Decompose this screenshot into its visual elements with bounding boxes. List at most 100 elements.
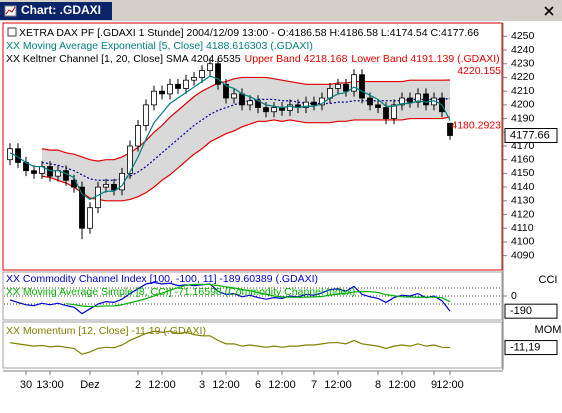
candle-body	[167, 83, 173, 95]
indicator-line	[41, 97, 451, 181]
indicator-line	[41, 76, 451, 162]
y-tick-label: 4160	[511, 153, 535, 165]
candle-body	[215, 63, 221, 85]
x-tick-label: 8	[375, 379, 381, 391]
annotation-label: 4220.155	[457, 65, 501, 77]
x-tick-label: 13:00	[36, 379, 64, 391]
legend-entry: Upper Band 4218.168	[245, 53, 348, 65]
candle-body	[223, 83, 229, 99]
x-tick-label: 12:00	[388, 379, 416, 391]
candle-body	[399, 97, 405, 106]
legend-entry: Lower Band 4191.139 (.GDAXI)	[351, 53, 499, 65]
x-tick-label: 12:00	[268, 379, 296, 391]
candle-body	[415, 93, 421, 103]
candle-body	[351, 74, 357, 92]
x-tick-label: 12:00	[148, 379, 176, 391]
y-tick-label: 4140	[511, 181, 535, 193]
legend-entry: XX Moving Average Simple [8, CCI] -71.16…	[6, 286, 355, 298]
candle-body	[159, 90, 165, 95]
candle-body	[383, 107, 389, 119]
y-tick-label: 4120	[511, 208, 535, 220]
last-value-label: -190	[510, 305, 532, 317]
candle-body	[391, 104, 397, 119]
y-tick-label: 4150	[511, 167, 535, 179]
candle-body	[359, 74, 365, 99]
candle-body	[31, 170, 37, 174]
indicator-line	[9, 281, 451, 315]
candle-body	[247, 100, 253, 106]
axis-label: MOM	[535, 324, 562, 336]
candle-body	[287, 104, 293, 111]
y-tick-label: 4220	[511, 71, 535, 83]
candle-body	[111, 183, 117, 191]
x-tick-label: 3	[199, 379, 205, 391]
candle-body	[183, 79, 189, 89]
candle-body	[335, 83, 341, 89]
y-tick-label: 4190	[511, 112, 535, 124]
indicator-line	[41, 116, 451, 202]
y-tick-label: 0	[511, 290, 517, 302]
window-title: Chart: .GDAXI	[21, 3, 101, 17]
candle-body	[87, 207, 93, 229]
candle-body	[47, 166, 53, 177]
y-tick-label: 4210	[511, 85, 535, 97]
x-tick-label: 7	[311, 379, 317, 391]
window-tab[interactable]	[0, 2, 112, 20]
candle-body	[423, 93, 429, 106]
x-tick-label: Dez	[80, 379, 100, 391]
candle-body	[191, 77, 197, 81]
y-tick-label: 4090	[511, 249, 535, 261]
candle-body	[151, 90, 157, 106]
y-tick-label: 4130	[511, 195, 535, 207]
indicator-line	[9, 330, 451, 355]
candle-body	[239, 93, 245, 106]
legend-entry: XX Commodity Channel Index [100, -100, 1…	[6, 273, 318, 285]
x-tick-label: 30	[20, 379, 32, 391]
candle-body	[271, 107, 277, 113]
legend-icon	[7, 27, 17, 37]
last-value-label: 4177.66	[510, 129, 550, 141]
axis-label: CCI	[539, 274, 558, 286]
candle-body	[311, 101, 317, 106]
band-fill	[42, 77, 450, 201]
annotation-label: 4180.2923	[451, 120, 501, 132]
candle-body	[63, 170, 69, 181]
candle-body	[135, 125, 141, 147]
y-tick-label: 4110	[511, 222, 534, 234]
candle-body	[207, 63, 213, 72]
last-value-box	[504, 340, 558, 356]
candle-body	[367, 97, 373, 106]
candle-body	[199, 70, 205, 78]
legend-entry: XX Moving Average Exponential [5, Close]…	[6, 40, 313, 52]
last-value-label: -11,19	[510, 341, 540, 353]
y-tick-label: 4100	[511, 236, 535, 248]
x-tick-label: 12:00	[324, 379, 352, 391]
close-button[interactable]	[544, 6, 554, 16]
x-tick-label: 12:00	[436, 379, 464, 391]
candle-body	[407, 97, 413, 103]
candle-body	[447, 122, 453, 136]
candle-body	[143, 104, 149, 126]
x-tick-label: 12:00	[212, 379, 240, 391]
candle-body	[103, 183, 109, 188]
x-tick-label: 2	[135, 379, 141, 391]
candle-body	[343, 83, 349, 92]
candle-body	[95, 186, 101, 209]
title-bar	[0, 0, 562, 21]
candle-body	[375, 104, 381, 109]
candle-body	[127, 145, 133, 174]
y-tick-label: 4200	[511, 99, 535, 111]
indicator-line	[65, 283, 451, 308]
window-icon-graph	[5, 6, 16, 15]
last-value-box	[504, 303, 558, 319]
candle-body	[303, 101, 309, 109]
candle-body	[79, 186, 85, 229]
close-icon	[544, 6, 554, 16]
y-tick-label: 4250	[511, 30, 535, 42]
legend-entry: XX Momentum [12, Close] -11.19 (.GDAXI)	[6, 325, 206, 337]
x-tick-label: 6	[255, 379, 261, 391]
candle-body	[231, 93, 237, 99]
price-pane[interactable]	[2, 22, 503, 271]
